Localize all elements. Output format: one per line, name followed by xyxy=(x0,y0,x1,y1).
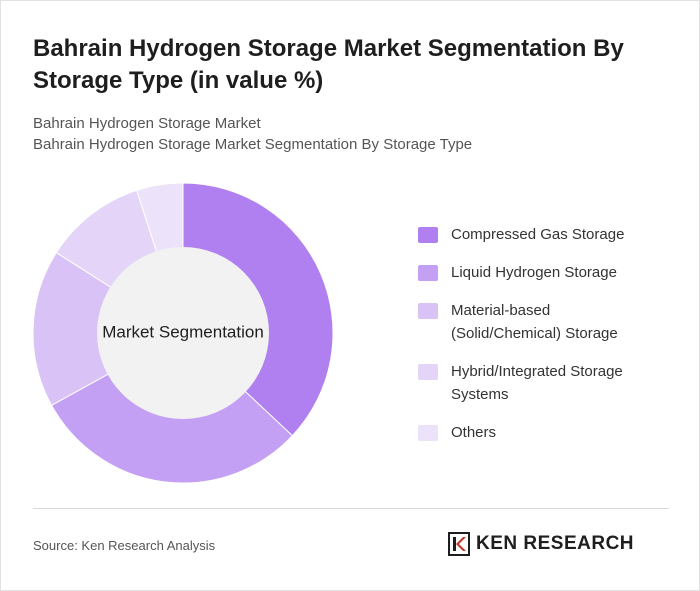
legend-swatch xyxy=(418,425,438,441)
legend-label: Material-based (Solid/Chemical) Storage xyxy=(451,302,618,342)
legend-swatch xyxy=(418,265,438,281)
legend-item-hybrid-integrated: Hybrid/Integrated Storage Systems xyxy=(418,360,641,406)
legend-label: Others xyxy=(451,424,497,441)
footer-divider xyxy=(33,508,669,509)
legend-item-others: Others xyxy=(418,421,651,444)
source-note: Source: Ken Research Analysis xyxy=(33,538,216,553)
chart-title: Bahrain Hydrogen Storage Market Segmenta… xyxy=(33,35,624,94)
legend-item-material-based: Material-based (Solid/Chemical) Storage xyxy=(418,299,626,345)
donut-hole xyxy=(97,247,269,419)
legend-label: Compressed Gas Storage xyxy=(451,226,625,243)
legend-label: Liquid Hydrogen Storage xyxy=(451,264,617,281)
chart-subtitle-market: Bahrain Hydrogen Storage Market xyxy=(33,115,261,132)
legend-swatch xyxy=(418,227,438,243)
legend-swatch xyxy=(418,303,438,319)
legend-label: Hybrid/Integrated Storage Systems xyxy=(451,363,623,403)
ken-research-logo: KEN RESEARCH xyxy=(448,531,634,557)
chart-subtitle-segmentation: Bahrain Hydrogen Storage Market Segmenta… xyxy=(33,136,473,153)
center-label: Market Segmentation xyxy=(102,322,264,341)
ken-research-logo-icon xyxy=(448,532,470,556)
legend-item-liquid-hydrogen: Liquid Hydrogen Storage xyxy=(418,261,651,284)
legend-swatch xyxy=(418,364,438,380)
legend-item-compressed-gas: Compressed Gas Storage xyxy=(418,223,651,246)
donut-chart: Market Segmentation xyxy=(32,182,334,484)
logo-text: KEN RESEARCH xyxy=(476,533,635,554)
